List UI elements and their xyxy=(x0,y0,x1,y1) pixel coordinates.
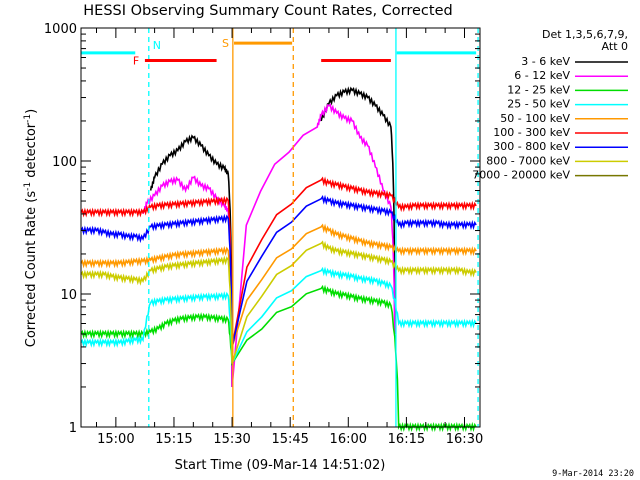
series-line-3 xyxy=(80,284,477,433)
legend-header-line2: Att 0 xyxy=(602,40,628,53)
timestamp: 9-Mar-2014 23:20 xyxy=(552,469,634,479)
state-bar-label-3: S xyxy=(222,37,229,50)
y-axis-label: Corrected Count Rate (s-1 detector-1) xyxy=(23,109,39,347)
x-tick-label-6: 16:15 xyxy=(388,432,425,447)
series-line-5 xyxy=(80,223,477,348)
axes: 15:00 15:15 15:30 15:45 16:00 16:15 16:30 1 10 10… xyxy=(44,22,483,447)
plot-frame xyxy=(80,27,481,428)
x-tick-label-3: 15:30 xyxy=(213,432,250,447)
y-axis-label-part1: Corrected Count Rate (s xyxy=(24,191,39,348)
x-tick-label-2: 15:15 xyxy=(155,432,192,447)
y-axis-label-part2: detector xyxy=(24,122,39,182)
y-tick-label-4: 1000 xyxy=(44,22,77,37)
x-tick-label-7: 16:30 xyxy=(446,432,483,447)
x-axis-label: Start Time (09-Mar-14 14:51:02) xyxy=(175,458,386,473)
legend-label-7: 300 - 800 keV xyxy=(493,140,570,153)
series-line-8 xyxy=(80,240,477,364)
plot-area: N F S xyxy=(80,28,479,433)
series-line-4 xyxy=(80,266,477,364)
legend-label-6: 100 - 300 keV xyxy=(493,126,570,139)
x-tick-label-4: 15:45 xyxy=(271,432,308,447)
y-tick-label-3: 100 xyxy=(52,155,77,170)
series-line-6 xyxy=(80,176,477,348)
series-line-1 xyxy=(149,86,396,388)
state-bar-label-2: F xyxy=(133,54,139,67)
y-tick-label-2: 10 xyxy=(60,288,77,303)
legend-label-8: 800 - 7000 keV xyxy=(486,154,570,167)
legend-label-9: 7000 - 20000 keV xyxy=(472,169,570,182)
legend-label-5: 50 - 100 keV xyxy=(500,112,570,125)
series-line-7 xyxy=(80,194,477,348)
marker-label-1: N xyxy=(153,39,161,52)
legend-label-3: 12 - 25 keV xyxy=(507,83,570,96)
y-axis-label-sup1: -1 xyxy=(23,182,33,191)
x-tick-label-1: 15:00 xyxy=(97,432,134,447)
y-axis-label-part3: ) xyxy=(24,109,39,114)
x-tick-label-5: 16:00 xyxy=(330,432,367,447)
y-axis-label-sup2: -1 xyxy=(23,114,33,123)
legend-label-1: 3 - 6 keV xyxy=(521,55,570,68)
y-tick-label-1: 1 xyxy=(69,421,77,436)
legend-label-2: 6 - 12 keV xyxy=(514,69,570,82)
legend-header-line1: Det 1,3,5,6,7,9, xyxy=(542,28,628,41)
legend-label-4: 25 - 50 keV xyxy=(507,98,570,111)
chart-title: HESSI Observing Summary Count Rates, Cor… xyxy=(83,3,452,19)
